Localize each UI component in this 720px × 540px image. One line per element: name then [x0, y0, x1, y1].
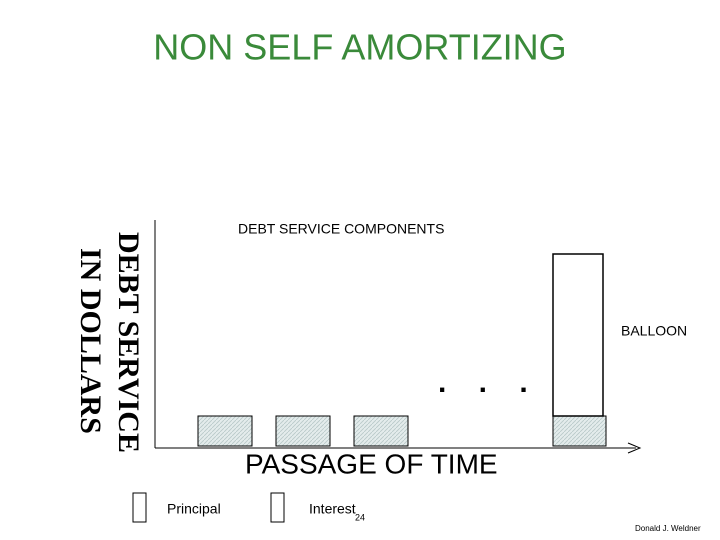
- payment-box: [353, 415, 409, 447]
- legend-label: Interest: [309, 501, 356, 517]
- legend-swatch: [132, 492, 147, 523]
- y-axis-label: DEBT SERVICE: [112, 232, 145, 453]
- y-axis-label: IN DOLLARS: [74, 248, 107, 434]
- payment-box: [197, 415, 253, 447]
- balloon-box: [552, 253, 604, 417]
- payment-box: [552, 415, 607, 447]
- ellipsis: . . .: [438, 366, 540, 399]
- x-axis-arrow: [627, 442, 642, 454]
- slide-title: NON SELF AMORTIZING: [153, 27, 566, 68]
- payment-box: [275, 415, 331, 447]
- balloon-label: BALLOON: [621, 323, 687, 339]
- components-label: DEBT SERVICE COMPONENTS: [238, 221, 444, 237]
- x-axis-label: PASSAGE OF TIME: [245, 448, 498, 479]
- legend-swatch: [270, 492, 285, 523]
- legend-label: Principal: [167, 501, 221, 517]
- page-number: 24: [355, 512, 365, 522]
- author: Donald J. Weldner: [635, 524, 701, 533]
